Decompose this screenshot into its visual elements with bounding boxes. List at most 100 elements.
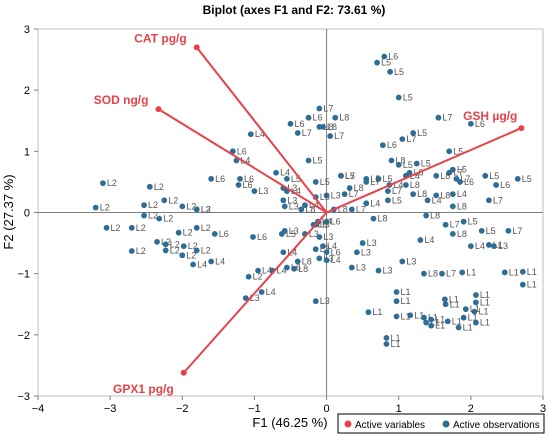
observation-point [287,120,294,127]
observation-point [375,175,382,182]
observation-point [410,130,417,136]
observation-point [459,269,466,276]
observation-point [146,183,153,190]
observation-label: L7 [442,113,452,123]
legend-box [337,413,545,434]
observation-point [407,312,414,319]
y-tick-label: 1 [24,146,30,158]
observation-label: L1 [372,307,382,317]
observation-point [255,267,261,274]
observation-label: L7 [349,189,359,199]
zero-axes [38,29,543,396]
observation-label: L2 [170,245,180,255]
observation-point [348,264,355,271]
observation-label: L7 [453,168,463,178]
observation-point [346,185,353,191]
observation-label: L1 [414,310,424,320]
observation-point [162,241,169,248]
variable-vector [157,108,328,214]
observation-point [316,255,323,262]
variable-point [155,106,162,113]
observation-label: L3 [361,247,371,257]
observation-point [428,316,435,323]
observation-point [505,227,512,234]
observation-label: L1 [401,287,411,297]
observation-point [442,221,449,228]
y-tick-label: 3 [24,24,30,36]
observation-point [471,308,478,315]
observation-label: L1 [468,313,478,323]
observation-label: L3 [320,244,330,254]
observation-label: L2 [253,272,263,282]
y-tick-label: 2 [24,85,30,97]
observation-label: L3 [287,183,297,193]
observation-label: L8 [354,183,364,193]
observation-point [193,206,200,213]
observation-label: L6 [257,232,267,242]
x-tick-label: 3 [540,403,546,415]
observation-label: L1 [430,318,440,328]
chart-title: Biplot (axes F1 and F2: 73.61 %) [203,3,386,17]
observation-point [410,191,417,198]
observation-label: L3 [498,241,508,251]
observation-point [179,252,186,259]
observation-point [473,319,479,326]
observation-label: L2 [148,200,158,210]
observation-label: L4 [215,256,225,266]
observation-point [141,202,147,209]
observation-point [421,270,427,277]
observation-point [485,197,492,204]
observation-point [283,175,290,182]
observation-label: L6 [237,146,247,156]
observation-point [208,258,215,265]
observation-label: L6 [215,174,225,184]
observation-label: L6 [219,229,229,239]
observation-point [395,161,402,168]
observation-point [193,247,200,254]
observation-label: L8 [410,180,420,190]
observation-label: L4 [255,129,265,139]
observation-label: L2 [183,228,193,238]
variable-label: GSH µg/g [463,109,517,123]
observation-point [281,203,288,210]
observation-label: L3 [320,296,330,306]
observation-point [179,203,186,210]
observation-point [323,257,330,264]
observation-point [258,289,265,295]
observation-label: L3 [383,266,393,276]
observation-point [393,289,400,295]
legend-variables-marker [344,420,352,428]
observation-point [298,206,305,213]
observation-point [175,229,182,236]
observation-point [323,249,330,256]
observation-point [482,172,489,179]
observation-label: L1 [435,315,445,325]
observation-point [375,267,382,274]
observation-point [162,247,169,254]
observation-label: L1 [401,311,411,321]
observation-label: L7 [334,131,344,141]
observation-label: L8 [440,190,450,200]
observation-point [294,130,301,136]
observation-label: L5 [468,217,478,227]
observation-label: L8 [302,256,312,266]
observation-label: L5 [392,195,402,205]
observation-label: L1 [463,322,473,332]
observation-point [323,192,330,199]
observation-point [280,249,287,256]
observation-label: L2 [201,223,211,233]
observation-label: L3 [201,204,211,214]
observation-point [348,206,355,213]
observation-point [423,212,430,219]
variable-vector [195,46,328,214]
observation-label: L5 [381,58,391,68]
observation-point [100,180,106,187]
observation-point [393,298,400,305]
observation-label: L4 [370,198,380,208]
observation-label: L7 [356,204,366,214]
variable-point [193,44,200,51]
observation-point [251,188,258,194]
observation-label: L7 [370,177,380,187]
